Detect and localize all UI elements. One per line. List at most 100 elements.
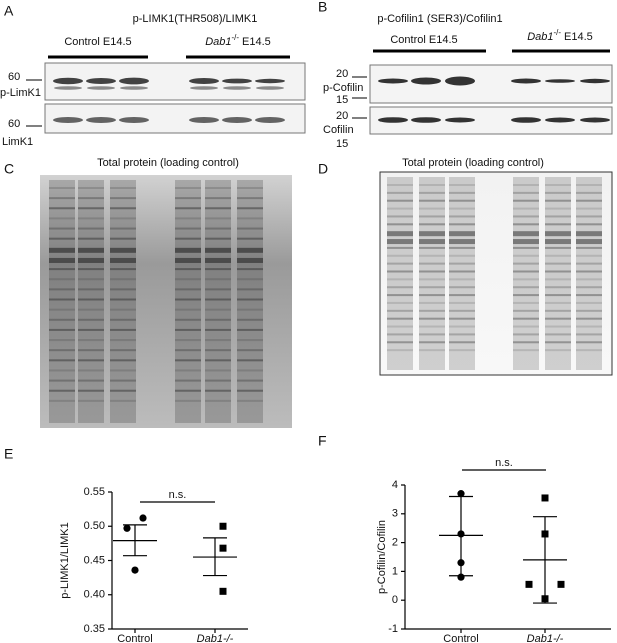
gel-band: [110, 389, 136, 392]
gel-band: [419, 301, 445, 304]
lane: [205, 180, 231, 423]
gel-band: [175, 349, 201, 352]
gel-band: [419, 191, 445, 194]
band: [411, 77, 441, 85]
y-tick-label: 1: [392, 565, 398, 577]
group-label: Control E14.5: [64, 36, 131, 48]
gel-band: [449, 207, 475, 210]
gel-band: [419, 309, 445, 312]
gel-band: [449, 254, 475, 257]
point: [541, 530, 549, 538]
gel-band: [49, 349, 75, 352]
gel-band: [175, 298, 201, 301]
genotype-sup: -/-: [553, 28, 561, 37]
gel-band: [387, 199, 413, 202]
gel-band: [78, 247, 104, 253]
gel-band: [387, 309, 413, 312]
gel-band: [419, 270, 445, 273]
band: [86, 78, 116, 84]
gel-band: [237, 359, 263, 362]
mw-marker: 15: [336, 94, 348, 106]
gel-band: [449, 191, 475, 194]
group-label: Dab1-/- E14.5: [527, 28, 593, 43]
gel-band: [110, 278, 136, 281]
panel-letter: B: [318, 0, 327, 15]
band: [256, 86, 284, 90]
lane: [49, 180, 75, 423]
point: [541, 595, 549, 603]
genotype-sup: -/-: [231, 33, 239, 42]
band: [378, 78, 408, 84]
gel-band: [110, 288, 136, 291]
panel-letter: D: [318, 161, 328, 177]
band: [119, 117, 149, 123]
gel-band: [576, 301, 602, 304]
gel-band: [205, 217, 231, 220]
band: [87, 86, 115, 90]
band: [445, 76, 475, 86]
gel-band: [545, 294, 571, 297]
gel-band: [449, 294, 475, 297]
gel-band: [513, 239, 539, 245]
gel-band: [576, 325, 602, 328]
gel-band: [237, 197, 263, 200]
gel-band: [545, 215, 571, 218]
gel-band: [545, 278, 571, 281]
gel-band: [110, 349, 136, 352]
gel-band: [78, 328, 104, 331]
mw-marker: 15: [336, 138, 348, 150]
y-tick-label: 3: [392, 508, 398, 520]
gel-band: [237, 369, 263, 372]
panel-title: Total protein (loading control): [97, 157, 239, 169]
gel-band: [205, 328, 231, 331]
panel-letter: A: [4, 3, 14, 19]
point: [219, 522, 227, 530]
gel-band: [387, 215, 413, 218]
gel-band: [175, 278, 201, 281]
gel-band: [513, 199, 539, 202]
gel-band: [205, 247, 231, 253]
gel-band: [205, 349, 231, 352]
band: [53, 77, 83, 85]
gel-band: [419, 294, 445, 297]
gel-band: [49, 207, 75, 210]
gel-band: [576, 262, 602, 265]
mw-marker: 60: [8, 118, 20, 130]
gel-band: [513, 317, 539, 320]
gel-band: [576, 349, 602, 352]
group-label: Dab1-/- E14.5: [205, 33, 271, 48]
gel-band: [49, 369, 75, 372]
point: [457, 573, 465, 581]
gel-band: [576, 184, 602, 186]
gel-band: [205, 257, 231, 263]
gel-band: [205, 278, 231, 281]
gel-band: [513, 254, 539, 257]
gel-band: [49, 339, 75, 342]
gel-band: [49, 268, 75, 271]
lane: [237, 180, 263, 423]
gel-band: [576, 254, 602, 257]
gel-band: [419, 254, 445, 257]
gel-band: [78, 268, 104, 271]
gel-band: [175, 207, 201, 210]
gel-band: [449, 231, 475, 237]
y-tick-label: 4: [392, 479, 398, 491]
gel-band: [49, 318, 75, 321]
gel-band: [110, 369, 136, 372]
genotype: Dab1: [205, 36, 231, 48]
gel-band: [237, 349, 263, 352]
gel-band: [449, 349, 475, 352]
y-tick-label: 0.45: [84, 554, 105, 566]
group-label: Control E14.5: [390, 34, 457, 46]
gel-band: [449, 278, 475, 281]
gel-band: [387, 301, 413, 304]
gel-band: [513, 207, 539, 210]
gel-band: [110, 247, 136, 253]
gel-band: [576, 317, 602, 320]
gel-band: [387, 270, 413, 273]
gel-band: [545, 349, 571, 352]
gel-band: [78, 359, 104, 362]
gel-band: [576, 215, 602, 218]
gel-band: [49, 257, 75, 263]
gel-band: [419, 317, 445, 320]
